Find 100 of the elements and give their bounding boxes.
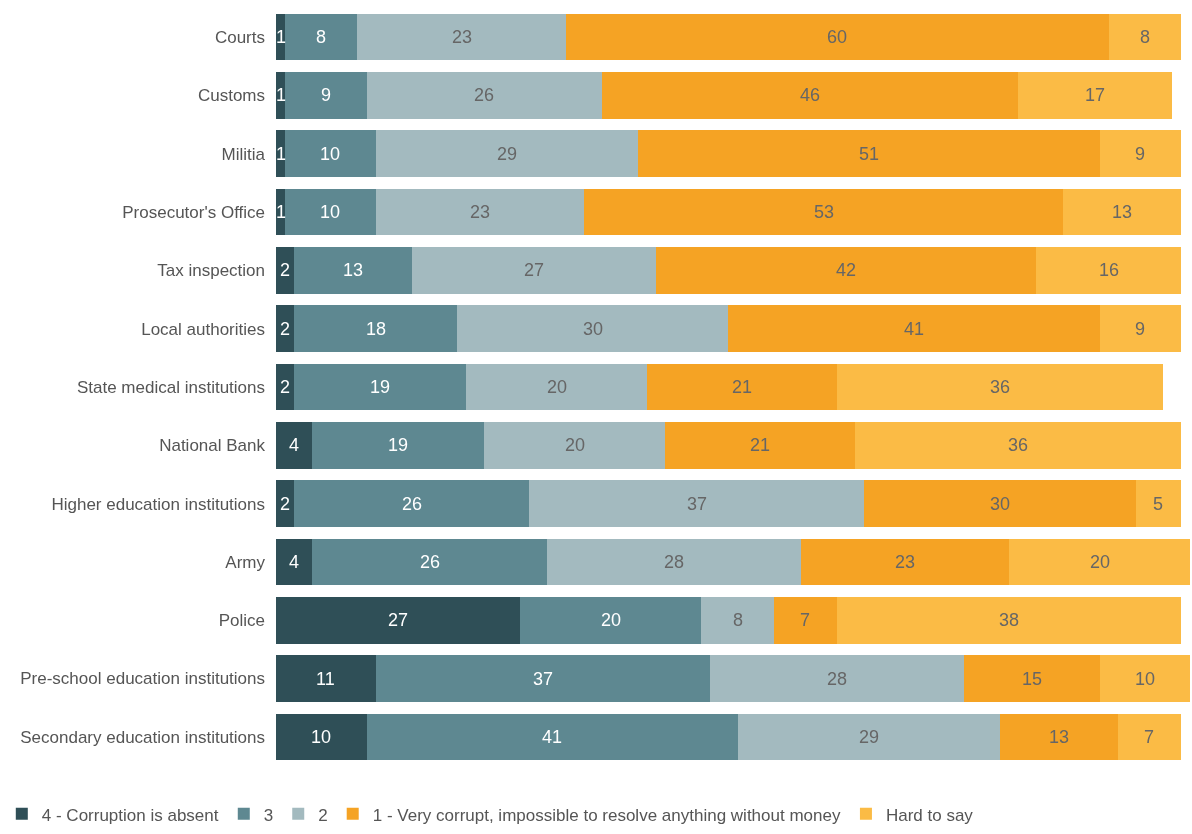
bar (294, 305, 457, 353)
data-label: 11 (316, 669, 335, 689)
data-label: 7 (800, 610, 811, 630)
bar (800, 538, 1010, 586)
bar (637, 130, 1100, 178)
data-label: 10 (311, 727, 332, 747)
bar (710, 655, 964, 702)
data-label: 29 (859, 727, 880, 747)
data-label: 1 (276, 202, 287, 222)
y-tick-label: Tax inspection (157, 261, 265, 281)
bar (864, 480, 1136, 527)
bar (276, 596, 521, 644)
data-label: 21 (750, 435, 771, 455)
data-label: 46 (800, 85, 821, 105)
data-label: 38 (999, 610, 1020, 630)
data-label: 23 (470, 202, 491, 222)
bar (737, 713, 1000, 761)
data-label: 28 (827, 669, 848, 689)
data-label: 10 (1135, 669, 1156, 689)
bar (411, 247, 657, 294)
data-label: 8 (733, 610, 744, 630)
data-label: 8 (1140, 27, 1151, 47)
y-tick-label: Police (218, 611, 265, 631)
bar (963, 655, 1100, 702)
bar (294, 480, 530, 527)
legend-label: 2 (318, 805, 328, 825)
data-label: 10 (320, 144, 341, 164)
bar (837, 363, 1163, 411)
data-label: 21 (732, 377, 753, 397)
data-label: 9 (321, 85, 332, 105)
data-label: 28 (664, 552, 685, 572)
bar (601, 72, 1019, 119)
bar (773, 596, 838, 644)
data-label: 1 (276, 27, 287, 47)
legend-label: Hard to say (885, 805, 974, 825)
bar (375, 130, 638, 178)
data-label: 20 (1090, 552, 1111, 572)
bar (375, 188, 584, 236)
bar (357, 13, 566, 61)
data-label: 26 (402, 494, 423, 514)
bar (520, 596, 702, 644)
data-label: 30 (583, 319, 604, 339)
data-label: 26 (420, 552, 441, 572)
data-label: 17 (1085, 85, 1106, 105)
bar (276, 421, 313, 469)
bar (276, 538, 313, 586)
bar (855, 421, 1181, 469)
data-label: 42 (836, 260, 857, 280)
data-label: 16 (1099, 260, 1120, 280)
bar (583, 188, 1064, 236)
bar (1099, 655, 1190, 702)
data-label: 41 (904, 319, 925, 339)
bar (999, 713, 1118, 761)
data-label: 23 (895, 552, 916, 572)
bar (484, 421, 666, 469)
y-tick-label: Customs (197, 86, 265, 106)
y-tick-label: State medical institutions (76, 377, 265, 397)
bar (1036, 247, 1181, 294)
data-label: 37 (533, 669, 554, 689)
data-label: 36 (1008, 435, 1029, 455)
data-label: 36 (990, 377, 1011, 397)
bar (1108, 13, 1181, 61)
data-label: 41 (542, 727, 563, 747)
bar (285, 72, 367, 119)
y-tick-label: Pre-school education institutions (20, 669, 265, 689)
bar (647, 363, 838, 411)
bar (276, 655, 376, 702)
bar (1099, 305, 1181, 353)
y-tick-label: Local authorities (141, 319, 265, 339)
legend-label: 3 (263, 805, 274, 825)
data-label: 26 (474, 85, 495, 105)
legend-label: 4 - Corruption is absent (41, 805, 219, 825)
bar (1018, 72, 1172, 119)
bar (276, 305, 295, 353)
y-tick-label: Prosecutor's Office (122, 203, 265, 223)
data-label: 4 (289, 552, 300, 572)
bar (1063, 188, 1181, 236)
data-label: 29 (497, 144, 518, 164)
data-label: 10 (320, 202, 341, 222)
bar (456, 305, 729, 353)
bar (285, 188, 376, 236)
legend-label: 1 - Very corrupt, impossible to resolve anything without money (372, 805, 841, 825)
y-tick-label: National Bank (159, 436, 266, 456)
data-label: 27 (524, 260, 545, 280)
data-label: 51 (859, 144, 880, 164)
data-label: 15 (1022, 669, 1043, 689)
bar (1135, 480, 1181, 527)
y-tick-label: Courts (214, 28, 265, 48)
bar (1009, 538, 1190, 586)
data-label: 13 (1112, 202, 1133, 222)
data-label: 1 (276, 85, 287, 105)
data-label: 9 (1135, 319, 1146, 339)
bar (276, 480, 295, 527)
bar (285, 13, 358, 61)
bar (375, 655, 711, 702)
data-label: 4 (289, 435, 300, 455)
bar (312, 538, 548, 586)
bar (665, 421, 856, 469)
data-label: 20 (601, 610, 622, 630)
bar (294, 363, 467, 411)
